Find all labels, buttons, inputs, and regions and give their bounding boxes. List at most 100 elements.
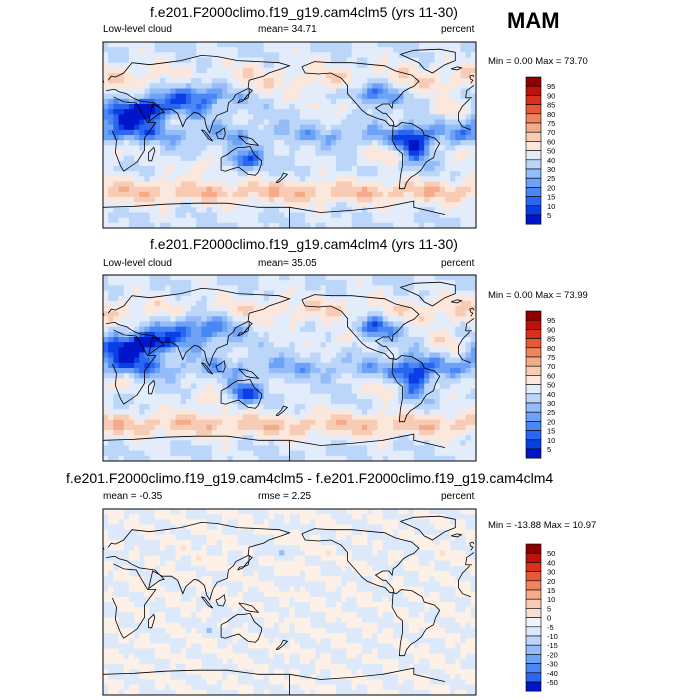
map-cell bbox=[273, 78, 280, 84]
map-cell bbox=[123, 285, 130, 291]
map-cell bbox=[222, 222, 228, 228]
map-cell bbox=[248, 78, 254, 84]
map-cell bbox=[196, 300, 202, 307]
map-cell bbox=[196, 342, 202, 348]
map-cell bbox=[118, 47, 125, 53]
map-cell bbox=[222, 197, 228, 203]
map-cell bbox=[372, 150, 378, 157]
map-cell bbox=[341, 373, 347, 379]
map-cell bbox=[128, 176, 135, 182]
map-cell bbox=[279, 347, 285, 353]
map-cell bbox=[206, 440, 213, 446]
map-cell bbox=[180, 93, 187, 100]
map-cell bbox=[367, 212, 373, 219]
map-cell bbox=[310, 47, 316, 53]
map-cell bbox=[175, 440, 182, 446]
map-cell bbox=[222, 378, 228, 384]
map-cell bbox=[289, 88, 296, 95]
map-cell bbox=[227, 67, 233, 74]
map-cell bbox=[118, 140, 125, 146]
map-cell bbox=[273, 373, 280, 379]
map-cell bbox=[268, 414, 275, 421]
map-cell bbox=[346, 414, 353, 421]
map-cell bbox=[191, 197, 197, 203]
map-cell bbox=[315, 124, 321, 131]
map-cell bbox=[413, 331, 420, 338]
map-cell bbox=[139, 109, 145, 115]
map-cell bbox=[165, 357, 171, 364]
map-cell bbox=[470, 155, 476, 162]
map-cell bbox=[377, 124, 384, 131]
map-cell bbox=[330, 347, 337, 353]
map-cell bbox=[320, 300, 327, 307]
map-cell bbox=[424, 98, 430, 105]
map-cell bbox=[315, 347, 321, 353]
map-cell bbox=[367, 440, 373, 446]
map-cell bbox=[377, 311, 384, 317]
map-cell bbox=[362, 42, 368, 48]
map-cell bbox=[408, 440, 415, 446]
map-cell bbox=[450, 404, 456, 410]
map-cell bbox=[185, 88, 192, 95]
map-cell bbox=[320, 150, 327, 157]
map-cell bbox=[330, 280, 337, 286]
map-cell bbox=[211, 217, 218, 224]
map-cell bbox=[434, 197, 441, 203]
map-cell bbox=[273, 197, 280, 203]
map-cell bbox=[139, 52, 145, 58]
map-cell bbox=[103, 419, 109, 426]
map-cell bbox=[123, 383, 130, 390]
map-cell bbox=[299, 78, 306, 84]
map-cell bbox=[377, 399, 384, 405]
map-cell bbox=[439, 222, 446, 228]
map-cell bbox=[242, 409, 249, 415]
map-cell bbox=[424, 124, 430, 131]
map-cell bbox=[336, 357, 342, 364]
map-cell bbox=[128, 414, 135, 421]
map-cell bbox=[211, 306, 218, 312]
map-cell bbox=[180, 378, 187, 384]
map-cell bbox=[346, 207, 353, 213]
map-cell bbox=[305, 98, 311, 105]
map-cell bbox=[450, 362, 456, 369]
map-cell bbox=[403, 357, 410, 364]
map-cell bbox=[393, 67, 399, 74]
map-cell bbox=[227, 57, 233, 64]
map-cell bbox=[258, 135, 264, 141]
map-cell bbox=[299, 145, 306, 151]
map-cell bbox=[341, 171, 347, 177]
map-cell bbox=[325, 316, 332, 322]
map-cell bbox=[305, 166, 311, 172]
map-cell bbox=[289, 145, 296, 151]
map-cell bbox=[325, 440, 332, 446]
map-cell bbox=[263, 42, 270, 48]
map-cell bbox=[398, 362, 404, 369]
map-cell bbox=[470, 186, 476, 193]
map-cell bbox=[393, 399, 399, 405]
map-cell bbox=[165, 124, 171, 131]
map-cell bbox=[154, 191, 161, 198]
map-cell bbox=[175, 404, 182, 410]
map-cell bbox=[325, 186, 332, 193]
map-cell bbox=[439, 129, 446, 136]
map-cell bbox=[191, 140, 197, 146]
map-cell bbox=[460, 295, 467, 302]
map-cell bbox=[134, 399, 140, 405]
map-cell bbox=[341, 104, 347, 110]
map-cell bbox=[377, 424, 384, 431]
map-cell bbox=[185, 362, 192, 369]
map-cell bbox=[455, 171, 461, 177]
map-cell bbox=[165, 337, 171, 343]
map-cell bbox=[346, 83, 353, 89]
map-cell bbox=[123, 280, 130, 286]
map-cell bbox=[232, 73, 239, 79]
map-cell bbox=[419, 316, 425, 322]
map-cell bbox=[222, 57, 228, 64]
map-cell bbox=[263, 404, 270, 410]
map-cell bbox=[424, 176, 430, 182]
map-cell bbox=[305, 191, 311, 198]
map-cell bbox=[450, 166, 456, 172]
map-cell bbox=[144, 362, 151, 369]
map-cell bbox=[393, 331, 399, 338]
map-cell bbox=[165, 321, 171, 328]
